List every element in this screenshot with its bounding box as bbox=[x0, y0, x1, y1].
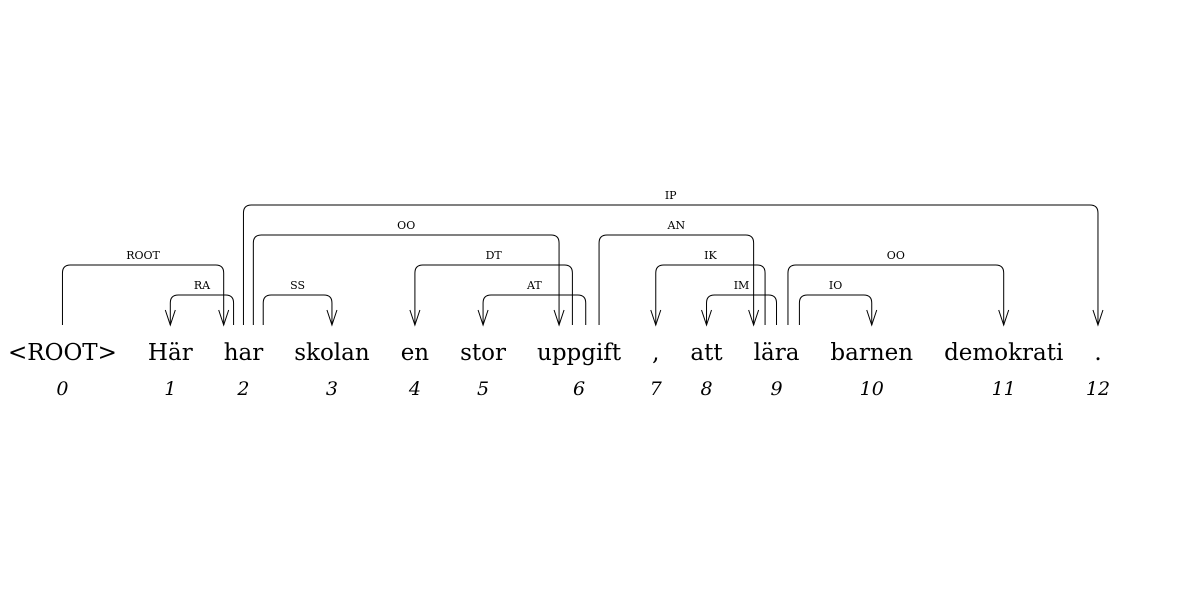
token-word: . bbox=[1094, 340, 1101, 366]
dependency-label: OO bbox=[397, 219, 415, 232]
token-word: barnen bbox=[830, 340, 913, 366]
arrowhead-icon bbox=[553, 309, 565, 327]
arrowhead-icon bbox=[650, 309, 662, 327]
dependency-label: OO bbox=[887, 249, 905, 262]
token-index-row: 0 1 2 3 4 5 6 7 8 9 10 11 12 bbox=[56, 378, 1110, 400]
dependency-label: IP bbox=[665, 189, 677, 202]
token-word: har bbox=[224, 340, 264, 366]
dependency-arc-ss bbox=[262, 294, 333, 325]
arrowhead-icon bbox=[748, 309, 760, 327]
arrowhead-icon bbox=[866, 309, 878, 327]
arrowhead-icon bbox=[409, 309, 421, 327]
token-index: 12 bbox=[1086, 378, 1110, 400]
token-word: <ROOT> bbox=[8, 340, 117, 366]
dependency-label: SS bbox=[290, 279, 305, 292]
arrowhead-icon bbox=[164, 309, 176, 327]
token-index: 2 bbox=[236, 378, 249, 400]
dependency-arc-im bbox=[706, 294, 778, 325]
dependency-arc-oo bbox=[787, 264, 1005, 325]
dependency-label: IO bbox=[829, 279, 842, 292]
dependency-arc-at bbox=[482, 294, 587, 325]
token-word: skolan bbox=[294, 340, 370, 366]
token-index: 6 bbox=[573, 378, 585, 400]
token-word: en bbox=[401, 340, 430, 366]
token-index: 11 bbox=[992, 378, 1016, 400]
token-word: stor bbox=[460, 340, 506, 366]
arrowhead-icon bbox=[1092, 309, 1104, 327]
token-index: 5 bbox=[477, 378, 489, 400]
arrowhead-icon bbox=[218, 309, 230, 327]
token-word: att bbox=[690, 340, 723, 366]
dependency-label: AT bbox=[526, 279, 542, 292]
dependency-arcs: ROOT RA SS OO IP DT AT AN IK IM IO OO bbox=[61, 189, 1104, 327]
token-index: 0 bbox=[56, 378, 68, 400]
arrowhead-icon bbox=[701, 309, 712, 327]
arrowhead-icon bbox=[326, 309, 338, 327]
token-word: , bbox=[652, 340, 659, 366]
dependency-arc-an bbox=[598, 234, 755, 325]
token-word: Här bbox=[148, 340, 193, 366]
dependency-arc-ra bbox=[169, 294, 235, 325]
token-word: lära bbox=[754, 340, 800, 366]
token-word: uppgift bbox=[537, 340, 622, 366]
arrowhead-icon bbox=[477, 309, 489, 327]
token-index: 7 bbox=[650, 378, 663, 400]
arrowhead-icon bbox=[998, 309, 1010, 327]
token-index: 1 bbox=[164, 378, 176, 400]
dependency-label: IK bbox=[704, 249, 717, 262]
token-index: 10 bbox=[860, 378, 884, 400]
dependency-arc-ip bbox=[242, 204, 1099, 325]
dependency-label: RA bbox=[194, 279, 211, 292]
token-index: 4 bbox=[408, 378, 421, 400]
token-row: <ROOT> Här har skolan en stor uppgift, att lära b… bbox=[8, 340, 1102, 366]
dependency-label: AN bbox=[667, 219, 686, 232]
dependency-label: ROOT bbox=[126, 249, 160, 262]
token-index: 3 bbox=[326, 378, 338, 400]
dependency-label: IM bbox=[734, 279, 750, 292]
dependency-arc-dt bbox=[414, 264, 573, 325]
dependency-arc-root bbox=[61, 264, 225, 325]
token-index: 9 bbox=[770, 378, 782, 400]
dependency-arc-io bbox=[798, 294, 873, 325]
token-word: demokrati bbox=[944, 340, 1063, 366]
dependency-arc-ik bbox=[655, 264, 766, 325]
dependency-label: DT bbox=[486, 249, 503, 262]
dependency-arc-oo bbox=[252, 234, 560, 325]
token-index: 8 bbox=[700, 378, 712, 400]
